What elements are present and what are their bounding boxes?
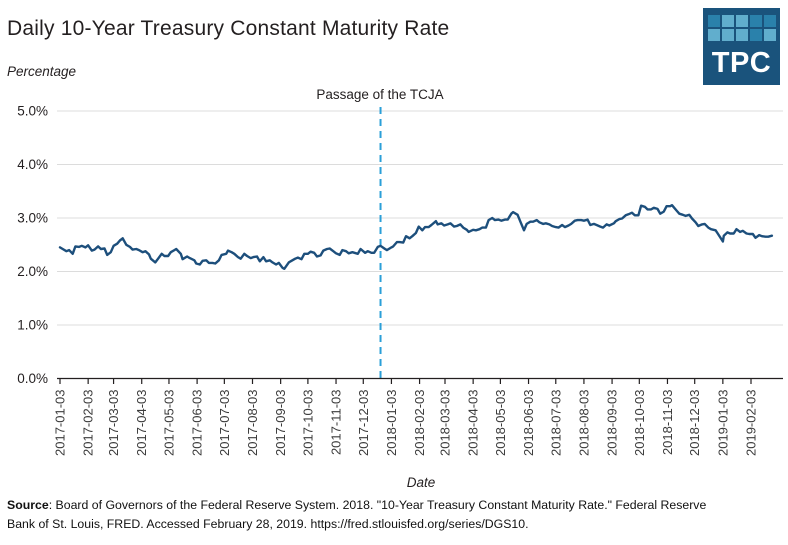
y-tick-label: 0.0% bbox=[17, 371, 48, 386]
x-tick-label: 2018-11-03 bbox=[660, 390, 675, 456]
x-tick-label: 2019-01-03 bbox=[715, 390, 730, 457]
logo-square bbox=[763, 29, 776, 41]
logo-square bbox=[735, 29, 748, 41]
x-tick-label: 2018-02-03 bbox=[412, 390, 427, 457]
chart-title: Daily 10-Year Treasury Constant Maturity… bbox=[7, 17, 450, 40]
logo-square bbox=[721, 15, 734, 27]
x-tick-label: 2018-12-03 bbox=[687, 390, 702, 457]
logo-square bbox=[721, 29, 734, 41]
y-tick-label: 3.0% bbox=[17, 211, 48, 226]
source-line1: : Board of Governors of the Federal Rese… bbox=[48, 498, 707, 512]
x-tick-label: 2018-06-03 bbox=[521, 390, 536, 457]
x-tick-label: 2018-04-03 bbox=[466, 390, 481, 457]
x-tick-label: 2017-03-03 bbox=[106, 390, 121, 457]
source-note: Source: Board of Governors of the Federa… bbox=[7, 496, 785, 534]
logo-square bbox=[749, 29, 762, 41]
x-tick-label: 2017-04-03 bbox=[134, 390, 149, 457]
logo-square bbox=[735, 15, 748, 27]
x-tick-label: 2018-01-03 bbox=[384, 390, 399, 457]
x-tick-label: 2017-12-03 bbox=[356, 390, 371, 457]
y-tick-label: 4.0% bbox=[17, 157, 48, 172]
y-tick-label: 5.0% bbox=[17, 104, 48, 119]
treasury-rate-line bbox=[58, 203, 774, 270]
x-tick-label: 2017-06-03 bbox=[190, 390, 205, 457]
x-tick-label: 2017-07-03 bbox=[217, 390, 232, 457]
x-tick-label: 2017-10-03 bbox=[300, 390, 315, 457]
x-tick-label: 2018-03-03 bbox=[437, 389, 452, 456]
x-axis-title: Date bbox=[406, 475, 436, 490]
x-tick-label: 2017-08-03 bbox=[245, 390, 260, 457]
x-tick-label: 2019-02-03 bbox=[744, 390, 759, 457]
x-tick-label: 2018-09-03 bbox=[605, 390, 620, 457]
source-label: Source bbox=[7, 498, 49, 512]
source-line2: Bank of St. Louis, FRED. Accessed Februa… bbox=[7, 517, 529, 532]
logo-square bbox=[707, 29, 720, 41]
logo-square bbox=[763, 15, 776, 27]
tcja-annotation-label: Passage of the TCJA bbox=[316, 87, 444, 102]
x-tick-label: 2018-08-03 bbox=[576, 390, 591, 457]
tpc-logo-text: TPC bbox=[711, 46, 772, 79]
tpc-logo: TPC bbox=[703, 8, 780, 85]
x-tick-label: 2017-09-03 bbox=[273, 390, 288, 457]
y-tick-label: 1.0% bbox=[17, 318, 48, 333]
x-tick-label: 2018-07-03 bbox=[548, 390, 563, 457]
x-tick-label: 2017-05-03 bbox=[161, 390, 176, 457]
x-tick-label: 2017-01-03 bbox=[53, 390, 68, 457]
y-axis-title: Percentage bbox=[7, 64, 77, 79]
x-tick-label: 2017-11-03 bbox=[329, 390, 344, 456]
x-tick-label: 2017-02-03 bbox=[81, 390, 96, 457]
x-tick-label: 2018-05-03 bbox=[493, 390, 508, 457]
x-tick-label: 2018-10-03 bbox=[632, 390, 647, 457]
logo-square bbox=[707, 15, 720, 27]
y-tick-label: 2.0% bbox=[17, 264, 48, 279]
logo-squares-grid bbox=[707, 15, 776, 41]
logo-square bbox=[749, 15, 762, 27]
